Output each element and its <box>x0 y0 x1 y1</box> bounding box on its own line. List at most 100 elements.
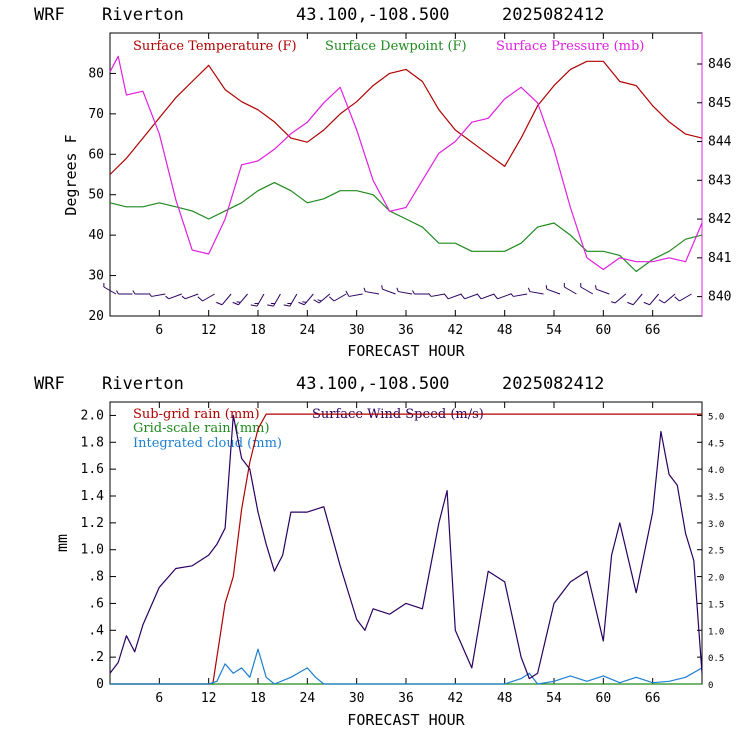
wind-barb-flag <box>313 299 320 304</box>
y2-tick-label: 842 <box>708 212 731 227</box>
wind-barb-flag <box>236 301 241 303</box>
wind-barb-staff <box>529 291 544 295</box>
wind-barb-staff <box>664 293 676 304</box>
x-tick-label: 48 <box>497 323 513 338</box>
wind-barb <box>148 293 166 297</box>
wind-barb <box>103 282 117 295</box>
wind-barb-flag <box>545 285 548 290</box>
wind-barb-staff <box>184 293 199 300</box>
wind-barb-flag <box>283 304 290 307</box>
wind-barb-flag <box>232 301 239 306</box>
x-tick-label: 12 <box>201 323 217 338</box>
sub-grid-rain-line <box>110 413 702 685</box>
wind-barb <box>428 293 445 297</box>
wind-barb-flag <box>460 293 466 300</box>
surface-pressure-line <box>109 55 703 271</box>
wind-barb-staff <box>256 293 265 307</box>
top-x-axis-label: FORECAST HOUR <box>347 342 465 360</box>
x-tick-label: 24 <box>300 323 316 338</box>
y-tick-label: 1.6 <box>81 462 104 477</box>
y2-tick-label: 844 <box>708 135 732 150</box>
wind-barb <box>476 293 495 300</box>
top-y2-ticks: 840 841 842 843 844 845 846 <box>697 57 732 305</box>
y2-tick-label: 2.5 <box>708 547 724 557</box>
y-tick-label: 1.8 <box>81 435 104 450</box>
y-tick-label: 20 <box>88 309 104 324</box>
x-tick-label: 18 <box>250 691 266 706</box>
coords-label: 43.100,-108.500 <box>296 374 450 394</box>
wind-barb-staff <box>103 286 117 295</box>
legend-dewpoint: Surface Dewpoint (F) <box>325 39 467 54</box>
y-tick-label: 2.0 <box>81 408 104 423</box>
wind-barb-staff <box>649 293 660 306</box>
x-tick-label: 30 <box>349 323 365 338</box>
bottom-x-axis-label: FORECAST HOUR <box>347 711 465 729</box>
wind-barb-flag <box>527 287 531 292</box>
wind-barb-staff <box>202 293 215 302</box>
y-tick-label: 80 <box>88 66 104 81</box>
x-tick-label: 60 <box>596 323 612 338</box>
wind-barb <box>443 293 462 300</box>
wind-barb <box>313 293 331 304</box>
y-tick-label: .4 <box>88 623 104 638</box>
wind-barb <box>396 287 413 295</box>
y2-tick-label: 841 <box>708 251 731 266</box>
wind-barb-staff <box>151 293 166 297</box>
bottom-y2-ticks: 0 0.5 1.0 1.5 2.0 2.5 3.0 3.5 4.0 4.5 5.0 <box>697 412 724 691</box>
wind-barb-flag <box>345 290 350 297</box>
bottom-series <box>109 413 703 685</box>
x-tick-label: 42 <box>448 323 464 338</box>
wind-barb <box>283 293 298 307</box>
y2-tick-label: 0 <box>708 681 713 691</box>
wind-barb <box>611 293 627 304</box>
model-label: WRF <box>34 5 65 25</box>
top-x-ticks: 6 12 18 24 30 36 42 48 54 60 66 <box>155 33 660 338</box>
wind-barb-staff <box>238 293 248 306</box>
wind-barb <box>595 285 610 295</box>
wind-barb-staff <box>632 293 643 306</box>
wind-barb-staff <box>679 293 692 302</box>
wind-barb <box>181 293 199 300</box>
y2-tick-label: 1.0 <box>708 627 724 637</box>
wind-barb <box>563 282 577 295</box>
wind-barb-staff <box>513 293 528 297</box>
wind-barb-flag <box>181 295 186 300</box>
wind-barb-flag <box>674 296 680 302</box>
y-tick-label: 1.2 <box>81 516 104 531</box>
wind-barb-staff <box>289 293 298 307</box>
legend-temperature: Surface Temperature (F) <box>133 39 297 54</box>
wind-barb-flag <box>165 295 169 300</box>
wind-barb-staff <box>480 293 495 300</box>
x-tick-label: 54 <box>546 323 562 338</box>
surface-dewpoint-line <box>109 182 703 273</box>
wind-barb <box>674 293 692 302</box>
y2-tick-label: 845 <box>708 96 731 111</box>
wind-barb-flag <box>132 290 136 295</box>
y-tick-label: .2 <box>88 650 104 665</box>
surface-temperature-line <box>109 60 703 175</box>
wind-barb-flag <box>412 290 415 295</box>
wind-barb <box>197 293 215 302</box>
wind-barb <box>250 293 265 307</box>
wind-barb <box>493 293 511 300</box>
wind-barb <box>627 293 643 306</box>
wind-barb-staff <box>333 293 347 302</box>
wind-barb-staff <box>546 288 561 295</box>
wind-barb <box>527 287 544 295</box>
wind-barb-staff <box>348 293 363 297</box>
y-tick-label: 40 <box>88 228 104 243</box>
legend-integrated-cloud: Integrated cloud (mm) <box>133 436 282 451</box>
x-tick-label: 48 <box>497 691 513 706</box>
wind-barb-staff <box>303 293 314 306</box>
y2-tick-label: 4.5 <box>708 439 724 449</box>
top-chart-header: WRF Riverton 43.100,-108.500 2025082412 <box>34 5 604 25</box>
station-label: Riverton <box>102 5 184 25</box>
wind-barb <box>216 293 232 306</box>
x-tick-label: 66 <box>645 691 661 706</box>
wind-barb <box>545 285 561 295</box>
x-tick-label: 6 <box>155 323 163 338</box>
x-tick-label: 42 <box>448 691 464 706</box>
x-tick-label: 18 <box>250 323 266 338</box>
wind-barb <box>116 290 133 295</box>
x-tick-label: 54 <box>546 691 562 706</box>
